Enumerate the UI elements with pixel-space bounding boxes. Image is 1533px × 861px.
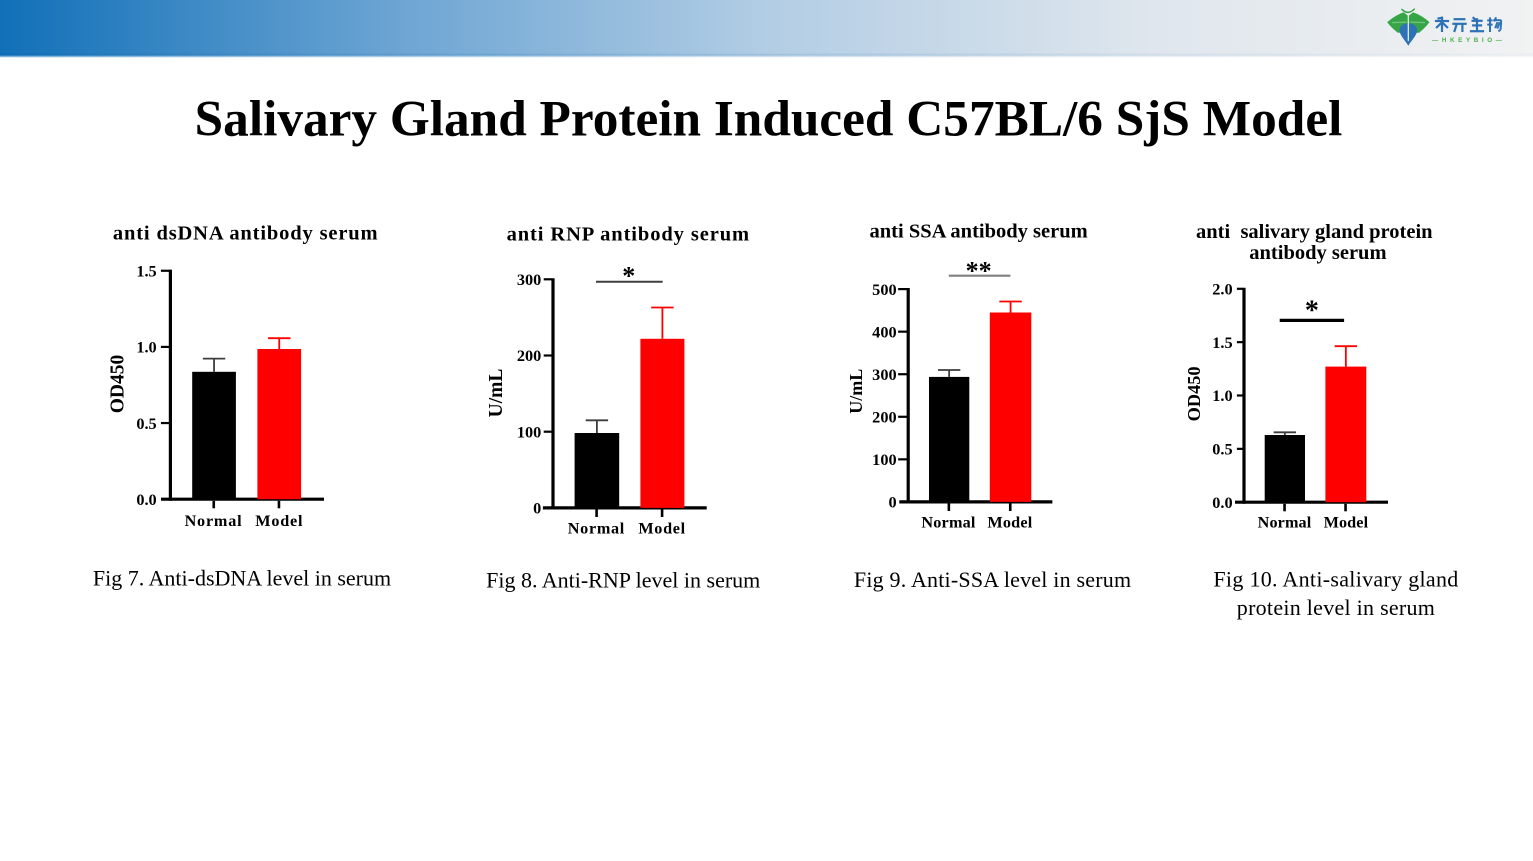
svg-text:anti dsDNA antibody serum: anti dsDNA antibody serum bbox=[113, 223, 379, 245]
svg-text:1.0: 1.0 bbox=[1212, 386, 1232, 405]
svg-text:Model: Model bbox=[255, 512, 303, 530]
svg-text:**: ** bbox=[966, 256, 992, 285]
svg-text:anti salivary gland protein: anti salivary gland protein bbox=[1196, 221, 1433, 243]
svg-text:300: 300 bbox=[517, 270, 541, 289]
svg-text:Normal: Normal bbox=[1258, 513, 1312, 531]
svg-text:Model: Model bbox=[638, 520, 686, 538]
svg-text:antibody serum: antibody serum bbox=[1249, 242, 1386, 264]
svg-text:0.0: 0.0 bbox=[1212, 493, 1232, 512]
svg-text:Fig 7. Anti-dsDNA level in ser: Fig 7. Anti-dsDNA level in serum bbox=[93, 566, 391, 591]
svg-text:300: 300 bbox=[872, 365, 896, 384]
svg-text:400: 400 bbox=[872, 322, 896, 341]
svg-text:2.0: 2.0 bbox=[1212, 280, 1232, 299]
svg-text:OD450: OD450 bbox=[108, 355, 129, 414]
svg-text:200: 200 bbox=[517, 346, 541, 365]
svg-text:Normal: Normal bbox=[568, 520, 625, 538]
svg-text:U/mL: U/mL bbox=[486, 369, 507, 418]
svg-text:500: 500 bbox=[872, 280, 896, 299]
svg-text:1.5: 1.5 bbox=[136, 261, 156, 280]
svg-text:Normal: Normal bbox=[185, 512, 243, 530]
svg-text:Fig 8. Anti-RNP level in serum: Fig 8. Anti-RNP level in serum bbox=[486, 568, 760, 593]
svg-text:Model: Model bbox=[987, 513, 1032, 531]
svg-text:200: 200 bbox=[872, 407, 896, 426]
svg-text:Fig 10. Anti-salivary gland: Fig 10. Anti-salivary gland bbox=[1213, 567, 1458, 592]
svg-text:anti RNP antibody serum: anti RNP antibody serum bbox=[507, 223, 750, 245]
svg-text:100: 100 bbox=[872, 450, 896, 469]
svg-text:0.0: 0.0 bbox=[136, 490, 156, 509]
svg-text:protein level in serum: protein level in serum bbox=[1237, 595, 1435, 620]
svg-text:0.5: 0.5 bbox=[1212, 440, 1232, 459]
svg-text:100: 100 bbox=[517, 422, 541, 441]
svg-text:Model: Model bbox=[1324, 513, 1369, 531]
svg-text:anti SSA antibody serum: anti SSA antibody serum bbox=[870, 221, 1088, 243]
svg-text:Fig 9. Anti-SSA level in serum: Fig 9. Anti-SSA level in serum bbox=[854, 567, 1131, 592]
svg-text:1.5: 1.5 bbox=[1212, 333, 1232, 352]
svg-text:U/mL: U/mL bbox=[846, 369, 866, 414]
svg-text:0.5: 0.5 bbox=[136, 414, 156, 433]
svg-text:*: * bbox=[622, 261, 635, 290]
svg-text:Normal: Normal bbox=[921, 513, 976, 531]
svg-text:—HKEYBIO—: —HKEYBIO— bbox=[1432, 37, 1506, 44]
svg-text:OD450: OD450 bbox=[1184, 366, 1204, 421]
svg-text:1.0: 1.0 bbox=[136, 338, 156, 357]
svg-text:*: * bbox=[1305, 296, 1319, 327]
svg-text:0: 0 bbox=[888, 493, 896, 512]
svg-text:0: 0 bbox=[533, 499, 541, 518]
svg-text:Salivary Gland Protein Induced: Salivary Gland Protein Induced C57BL/6 S… bbox=[195, 91, 1343, 148]
